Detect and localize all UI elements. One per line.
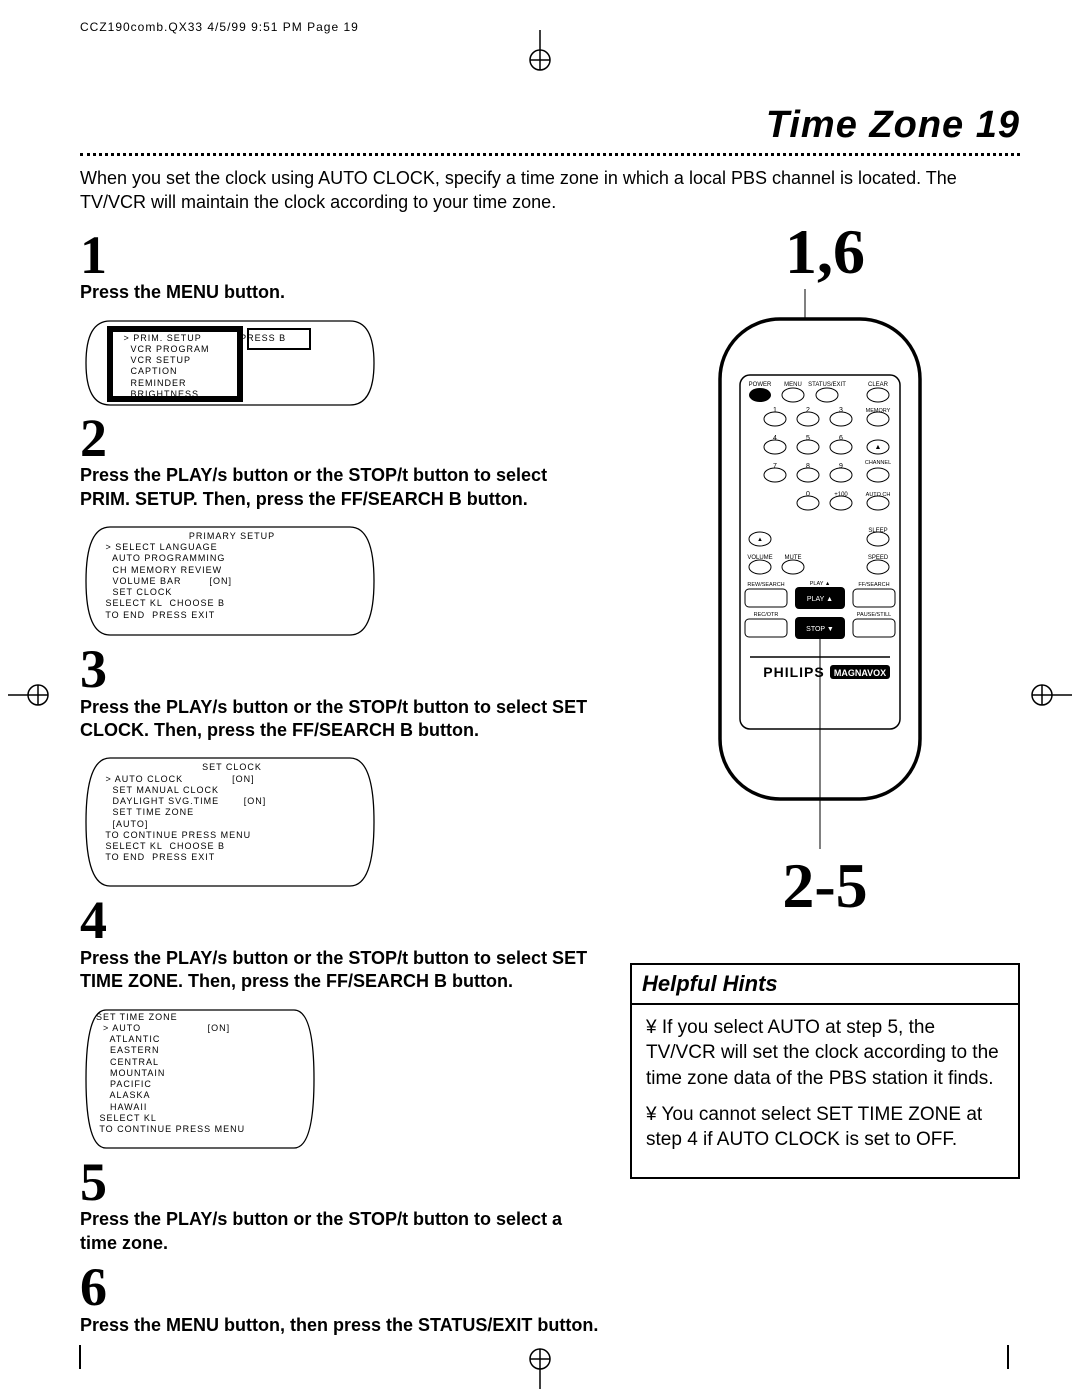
svg-text:PHILIPS: PHILIPS — [763, 664, 824, 680]
svg-text:0: 0 — [806, 491, 810, 498]
svg-text:PLAY ▲: PLAY ▲ — [807, 596, 833, 603]
svg-text:+100: +100 — [834, 492, 848, 498]
svg-text:CHANNEL: CHANNEL — [865, 460, 891, 466]
svg-text:7: 7 — [773, 463, 777, 470]
svg-text:STATUS/EXIT: STATUS/EXIT — [808, 382, 846, 388]
svg-text:MAGNAVOX: MAGNAVOX — [834, 668, 886, 678]
svg-text:PAUSE/STILL: PAUSE/STILL — [857, 612, 891, 618]
step-6-text: Press the MENU button, then press the ST… — [80, 1314, 600, 1337]
screen-primary-title: PRIMARY SETUP — [102, 531, 362, 542]
step-3-text: Press the PLAY/s button or the STOP/t bu… — [80, 696, 600, 743]
crop-mark-right — [1028, 675, 1072, 715]
step-1-number: 1 — [80, 231, 600, 280]
hint-1: ¥ If you select AUTO at step 5, the TV/V… — [646, 1015, 1004, 1092]
svg-text:MENU: MENU — [784, 382, 802, 388]
svg-text:POWER: POWER — [749, 382, 772, 388]
screen-menu: > PRIM. SETUP PRESS B VCR PROGRAM VCR SE… — [80, 315, 380, 410]
intro-text: When you set the clock using AUTO CLOCK,… — [80, 166, 1020, 215]
screen-timezone: SET TIME ZONE > AUTO [ON] ATLANTIC EASTE… — [80, 1004, 320, 1154]
svg-text:MEMORY: MEMORY — [866, 408, 891, 414]
step-6-number: 6 — [80, 1263, 600, 1312]
svg-text:PLAY ▲: PLAY ▲ — [810, 581, 831, 587]
step-2-number: 2 — [80, 414, 600, 463]
step-4-text: Press the PLAY/s button or the STOP/t bu… — [80, 947, 600, 994]
svg-text:REW/SEARCH: REW/SEARCH — [747, 582, 784, 588]
screen-timezone-title: SET TIME ZONE — [96, 1012, 306, 1023]
step-3-number: 3 — [80, 645, 600, 694]
title-row: Time Zone 19 — [80, 104, 1020, 147]
remote-svg: POWER MENU STATUS/EXIT CLEAR — [630, 289, 1000, 849]
svg-text:CLEAR: CLEAR — [868, 382, 889, 388]
step-5-number: 5 — [80, 1158, 600, 1207]
hint-2: ¥ You cannot select SET TIME ZONE at ste… — [646, 1102, 1004, 1153]
screen-setclock-content: SET CLOCK > AUTO CLOCK [ON] SET MANUAL C… — [102, 762, 362, 863]
screen-menu-lines: > PRIM. SETUP PRESS B VCR PROGRAM VCR SE… — [120, 333, 380, 401]
screen-primary-content: PRIMARY SETUP > SELECT LANGUAGE AUTO PRO… — [102, 531, 362, 621]
svg-text:STOP ▼: STOP ▼ — [806, 626, 834, 633]
svg-text:3: 3 — [839, 407, 843, 414]
page: CCZ190comb.QX33 4/5/99 9:51 PM Page 19 T… — [0, 0, 1080, 1397]
page-title: Time Zone 19 — [766, 104, 1020, 146]
right-column: 1,6 POWER MENU STATUS/EXIT CLEAR — [630, 225, 1020, 1347]
hints-box: Helpful Hints ¥ If you select AUTO at st… — [630, 963, 1020, 1179]
crop-mark-left — [8, 675, 52, 715]
step-2-text: Press the PLAY/s button or the STOP/t bu… — [80, 464, 600, 511]
step-4-number: 4 — [80, 896, 600, 945]
crop-mark-bottom — [520, 1345, 560, 1389]
crop-tick-bl — [78, 1345, 82, 1369]
steps-column: 1 Press the MENU button. > PRIM. SETUP P… — [80, 225, 600, 1347]
svg-text:SPEED: SPEED — [868, 555, 889, 561]
svg-text:MUTE: MUTE — [785, 555, 802, 561]
svg-text:AUTO CH: AUTO CH — [866, 492, 891, 498]
svg-text:6: 6 — [839, 435, 843, 442]
hints-title: Helpful Hints — [642, 971, 778, 996]
callout-bottom: 2-5 — [630, 849, 1020, 923]
crop-mark-top — [520, 30, 560, 74]
screen-setclock-title: SET CLOCK — [102, 762, 362, 773]
screen-primary: PRIMARY SETUP > SELECT LANGUAGE AUTO PRO… — [80, 521, 380, 641]
screen-setclock: SET CLOCK > AUTO CLOCK [ON] SET MANUAL C… — [80, 752, 380, 892]
svg-text:2: 2 — [806, 407, 810, 414]
svg-text:4: 4 — [773, 435, 777, 442]
screen-timezone-content: SET TIME ZONE > AUTO [ON] ATLANTIC EASTE… — [96, 1012, 306, 1136]
callout-top: 1,6 — [630, 215, 1020, 289]
step-1-text: Press the MENU button. — [80, 281, 600, 304]
hints-title-wrap: Helpful Hints — [632, 965, 1018, 1005]
svg-text:FF/SEARCH: FF/SEARCH — [858, 582, 889, 588]
svg-text:▲: ▲ — [875, 444, 882, 451]
dotted-rule — [80, 153, 1020, 156]
step-5-text: Press the PLAY/s button or the STOP/t bu… — [80, 1208, 600, 1255]
crop-tick-br — [1006, 1345, 1010, 1369]
svg-text:1: 1 — [773, 407, 777, 414]
svg-text:▲: ▲ — [757, 537, 763, 543]
svg-text:8: 8 — [806, 463, 810, 470]
svg-text:REC/OTR: REC/OTR — [754, 612, 779, 618]
svg-text:VOLUME: VOLUME — [747, 555, 772, 561]
hints-body: ¥ If you select AUTO at step 5, the TV/V… — [632, 1005, 1018, 1177]
svg-text:5: 5 — [806, 435, 810, 442]
svg-text:9: 9 — [839, 463, 843, 470]
remote-area: POWER MENU STATUS/EXIT CLEAR — [630, 289, 1020, 849]
svg-text:SLEEP: SLEEP — [868, 528, 887, 534]
